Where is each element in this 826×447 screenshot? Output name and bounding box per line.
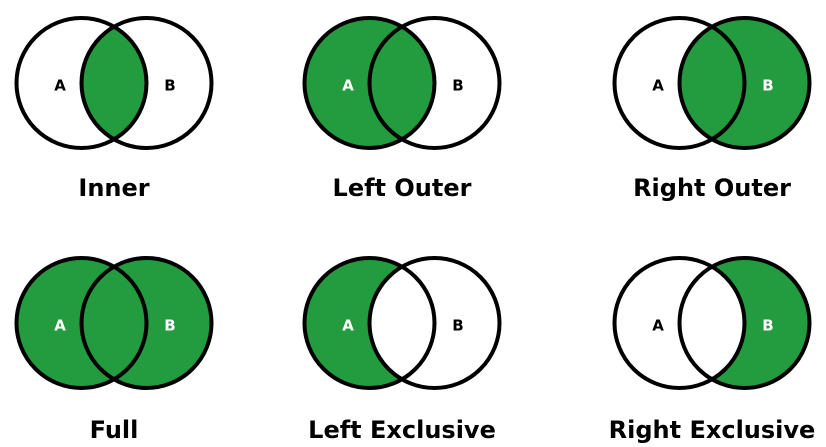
- caption-left-exclusive: Left Exclusive: [308, 416, 496, 444]
- label-b: B: [762, 317, 773, 335]
- label-a: A: [54, 317, 66, 335]
- caption-right-exclusive: Right Exclusive: [609, 416, 816, 444]
- venn-inner: A B Inner: [14, 16, 214, 202]
- venn-root: A B Inner A B Left Outer A B Right Outer A B Full A B…: [14, 16, 816, 444]
- circle-a-outline: [612, 16, 747, 150]
- caption-inner: Inner: [78, 174, 149, 202]
- circle-b-outline: [79, 16, 214, 150]
- circle-b-outline: [79, 256, 214, 390]
- label-b: B: [762, 77, 773, 95]
- venn-left-exclusive: A B Left Exclusive: [302, 256, 502, 444]
- venn-right-outer: A B Right Outer: [612, 16, 812, 202]
- circle-a-outline: [302, 16, 437, 150]
- label-a: A: [342, 77, 354, 95]
- venn-right-exclusive: A B Right Exclusive: [609, 256, 816, 444]
- circle-a-outline: [14, 256, 149, 390]
- label-a: A: [652, 317, 664, 335]
- caption-full: Full: [90, 416, 139, 444]
- circle-b-outline: [367, 256, 502, 390]
- circle-a-outline: [14, 16, 149, 150]
- circle-a-outline: [612, 256, 747, 390]
- region-intersection: [81, 26, 147, 140]
- label-a: A: [652, 77, 664, 95]
- label-b: B: [164, 317, 175, 335]
- caption-right-outer: Right Outer: [633, 174, 791, 202]
- venn-full: A B Full: [14, 256, 214, 444]
- circle-b-outline: [677, 16, 812, 150]
- circle-b-outline: [367, 16, 502, 150]
- caption-left-outer: Left Outer: [333, 174, 472, 202]
- label-a: A: [342, 317, 354, 335]
- venn-left-outer: A B Left Outer: [302, 16, 502, 202]
- circle-a-outline: [302, 256, 437, 390]
- label-a: A: [54, 77, 66, 95]
- label-b: B: [452, 77, 463, 95]
- label-b: B: [452, 317, 463, 335]
- label-b: B: [164, 77, 175, 95]
- circle-b-outline: [677, 256, 812, 390]
